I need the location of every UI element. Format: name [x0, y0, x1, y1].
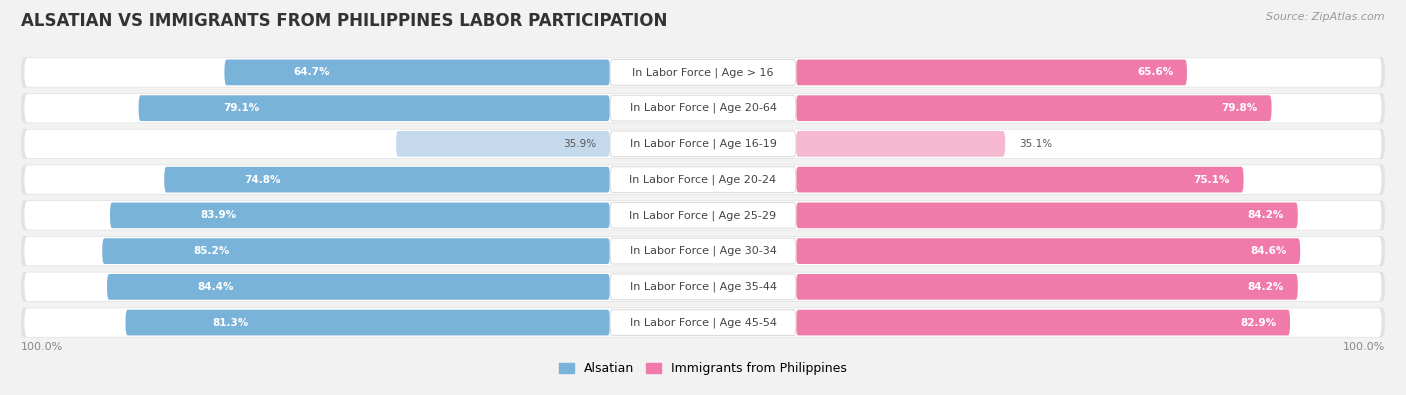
FancyBboxPatch shape	[610, 167, 796, 192]
FancyBboxPatch shape	[610, 203, 796, 228]
FancyBboxPatch shape	[24, 94, 1382, 122]
Text: Source: ZipAtlas.com: Source: ZipAtlas.com	[1267, 12, 1385, 22]
FancyBboxPatch shape	[24, 166, 1382, 194]
Text: In Labor Force | Age 35-44: In Labor Force | Age 35-44	[630, 282, 776, 292]
FancyBboxPatch shape	[796, 95, 1271, 121]
Text: 65.6%: 65.6%	[1137, 68, 1173, 77]
Text: In Labor Force | Age 20-24: In Labor Force | Age 20-24	[630, 174, 776, 185]
Text: In Labor Force | Age 30-34: In Labor Force | Age 30-34	[630, 246, 776, 256]
Text: In Labor Force | Age > 16: In Labor Force | Age > 16	[633, 67, 773, 78]
Text: In Labor Force | Age 45-54: In Labor Force | Age 45-54	[630, 317, 776, 328]
Text: 84.2%: 84.2%	[1247, 282, 1284, 292]
FancyBboxPatch shape	[796, 131, 1005, 157]
FancyBboxPatch shape	[21, 308, 1385, 338]
FancyBboxPatch shape	[796, 167, 1243, 192]
FancyBboxPatch shape	[610, 60, 796, 85]
FancyBboxPatch shape	[21, 200, 1385, 230]
FancyBboxPatch shape	[21, 272, 1385, 302]
FancyBboxPatch shape	[610, 238, 796, 264]
FancyBboxPatch shape	[796, 310, 1291, 335]
Text: In Labor Force | Age 16-19: In Labor Force | Age 16-19	[630, 139, 776, 149]
Text: 81.3%: 81.3%	[212, 318, 249, 327]
FancyBboxPatch shape	[107, 274, 610, 300]
FancyBboxPatch shape	[21, 129, 1385, 159]
FancyBboxPatch shape	[225, 60, 610, 85]
Text: 82.9%: 82.9%	[1240, 318, 1277, 327]
Text: 74.8%: 74.8%	[245, 175, 281, 184]
FancyBboxPatch shape	[110, 203, 610, 228]
Text: ALSATIAN VS IMMIGRANTS FROM PHILIPPINES LABOR PARTICIPATION: ALSATIAN VS IMMIGRANTS FROM PHILIPPINES …	[21, 12, 668, 30]
Text: 84.4%: 84.4%	[198, 282, 233, 292]
Text: 84.6%: 84.6%	[1250, 246, 1286, 256]
FancyBboxPatch shape	[610, 310, 796, 335]
FancyBboxPatch shape	[24, 237, 1382, 265]
FancyBboxPatch shape	[139, 95, 610, 121]
Text: In Labor Force | Age 25-29: In Labor Force | Age 25-29	[630, 210, 776, 221]
Text: 85.2%: 85.2%	[194, 246, 231, 256]
FancyBboxPatch shape	[21, 57, 1385, 87]
Text: 75.1%: 75.1%	[1194, 175, 1230, 184]
Text: 100.0%: 100.0%	[1343, 342, 1385, 352]
Text: 64.7%: 64.7%	[294, 68, 330, 77]
FancyBboxPatch shape	[24, 273, 1382, 301]
Text: 83.9%: 83.9%	[200, 211, 236, 220]
FancyBboxPatch shape	[24, 201, 1382, 229]
FancyBboxPatch shape	[796, 60, 1187, 85]
FancyBboxPatch shape	[21, 165, 1385, 195]
FancyBboxPatch shape	[24, 58, 1382, 87]
FancyBboxPatch shape	[103, 238, 610, 264]
FancyBboxPatch shape	[610, 131, 796, 157]
Legend: Alsatian, Immigrants from Philippines: Alsatian, Immigrants from Philippines	[554, 357, 852, 380]
Text: 84.2%: 84.2%	[1247, 211, 1284, 220]
FancyBboxPatch shape	[21, 236, 1385, 266]
FancyBboxPatch shape	[24, 308, 1382, 337]
FancyBboxPatch shape	[610, 95, 796, 121]
Text: 35.9%: 35.9%	[562, 139, 596, 149]
FancyBboxPatch shape	[796, 203, 1298, 228]
Text: 100.0%: 100.0%	[21, 342, 63, 352]
FancyBboxPatch shape	[796, 238, 1301, 264]
FancyBboxPatch shape	[21, 93, 1385, 123]
FancyBboxPatch shape	[796, 274, 1298, 300]
Text: 35.1%: 35.1%	[1019, 139, 1052, 149]
Text: In Labor Force | Age 20-64: In Labor Force | Age 20-64	[630, 103, 776, 113]
Text: 79.1%: 79.1%	[224, 103, 260, 113]
FancyBboxPatch shape	[610, 274, 796, 300]
FancyBboxPatch shape	[396, 131, 610, 157]
FancyBboxPatch shape	[125, 310, 610, 335]
FancyBboxPatch shape	[24, 130, 1382, 158]
Text: 79.8%: 79.8%	[1222, 103, 1258, 113]
FancyBboxPatch shape	[165, 167, 610, 192]
